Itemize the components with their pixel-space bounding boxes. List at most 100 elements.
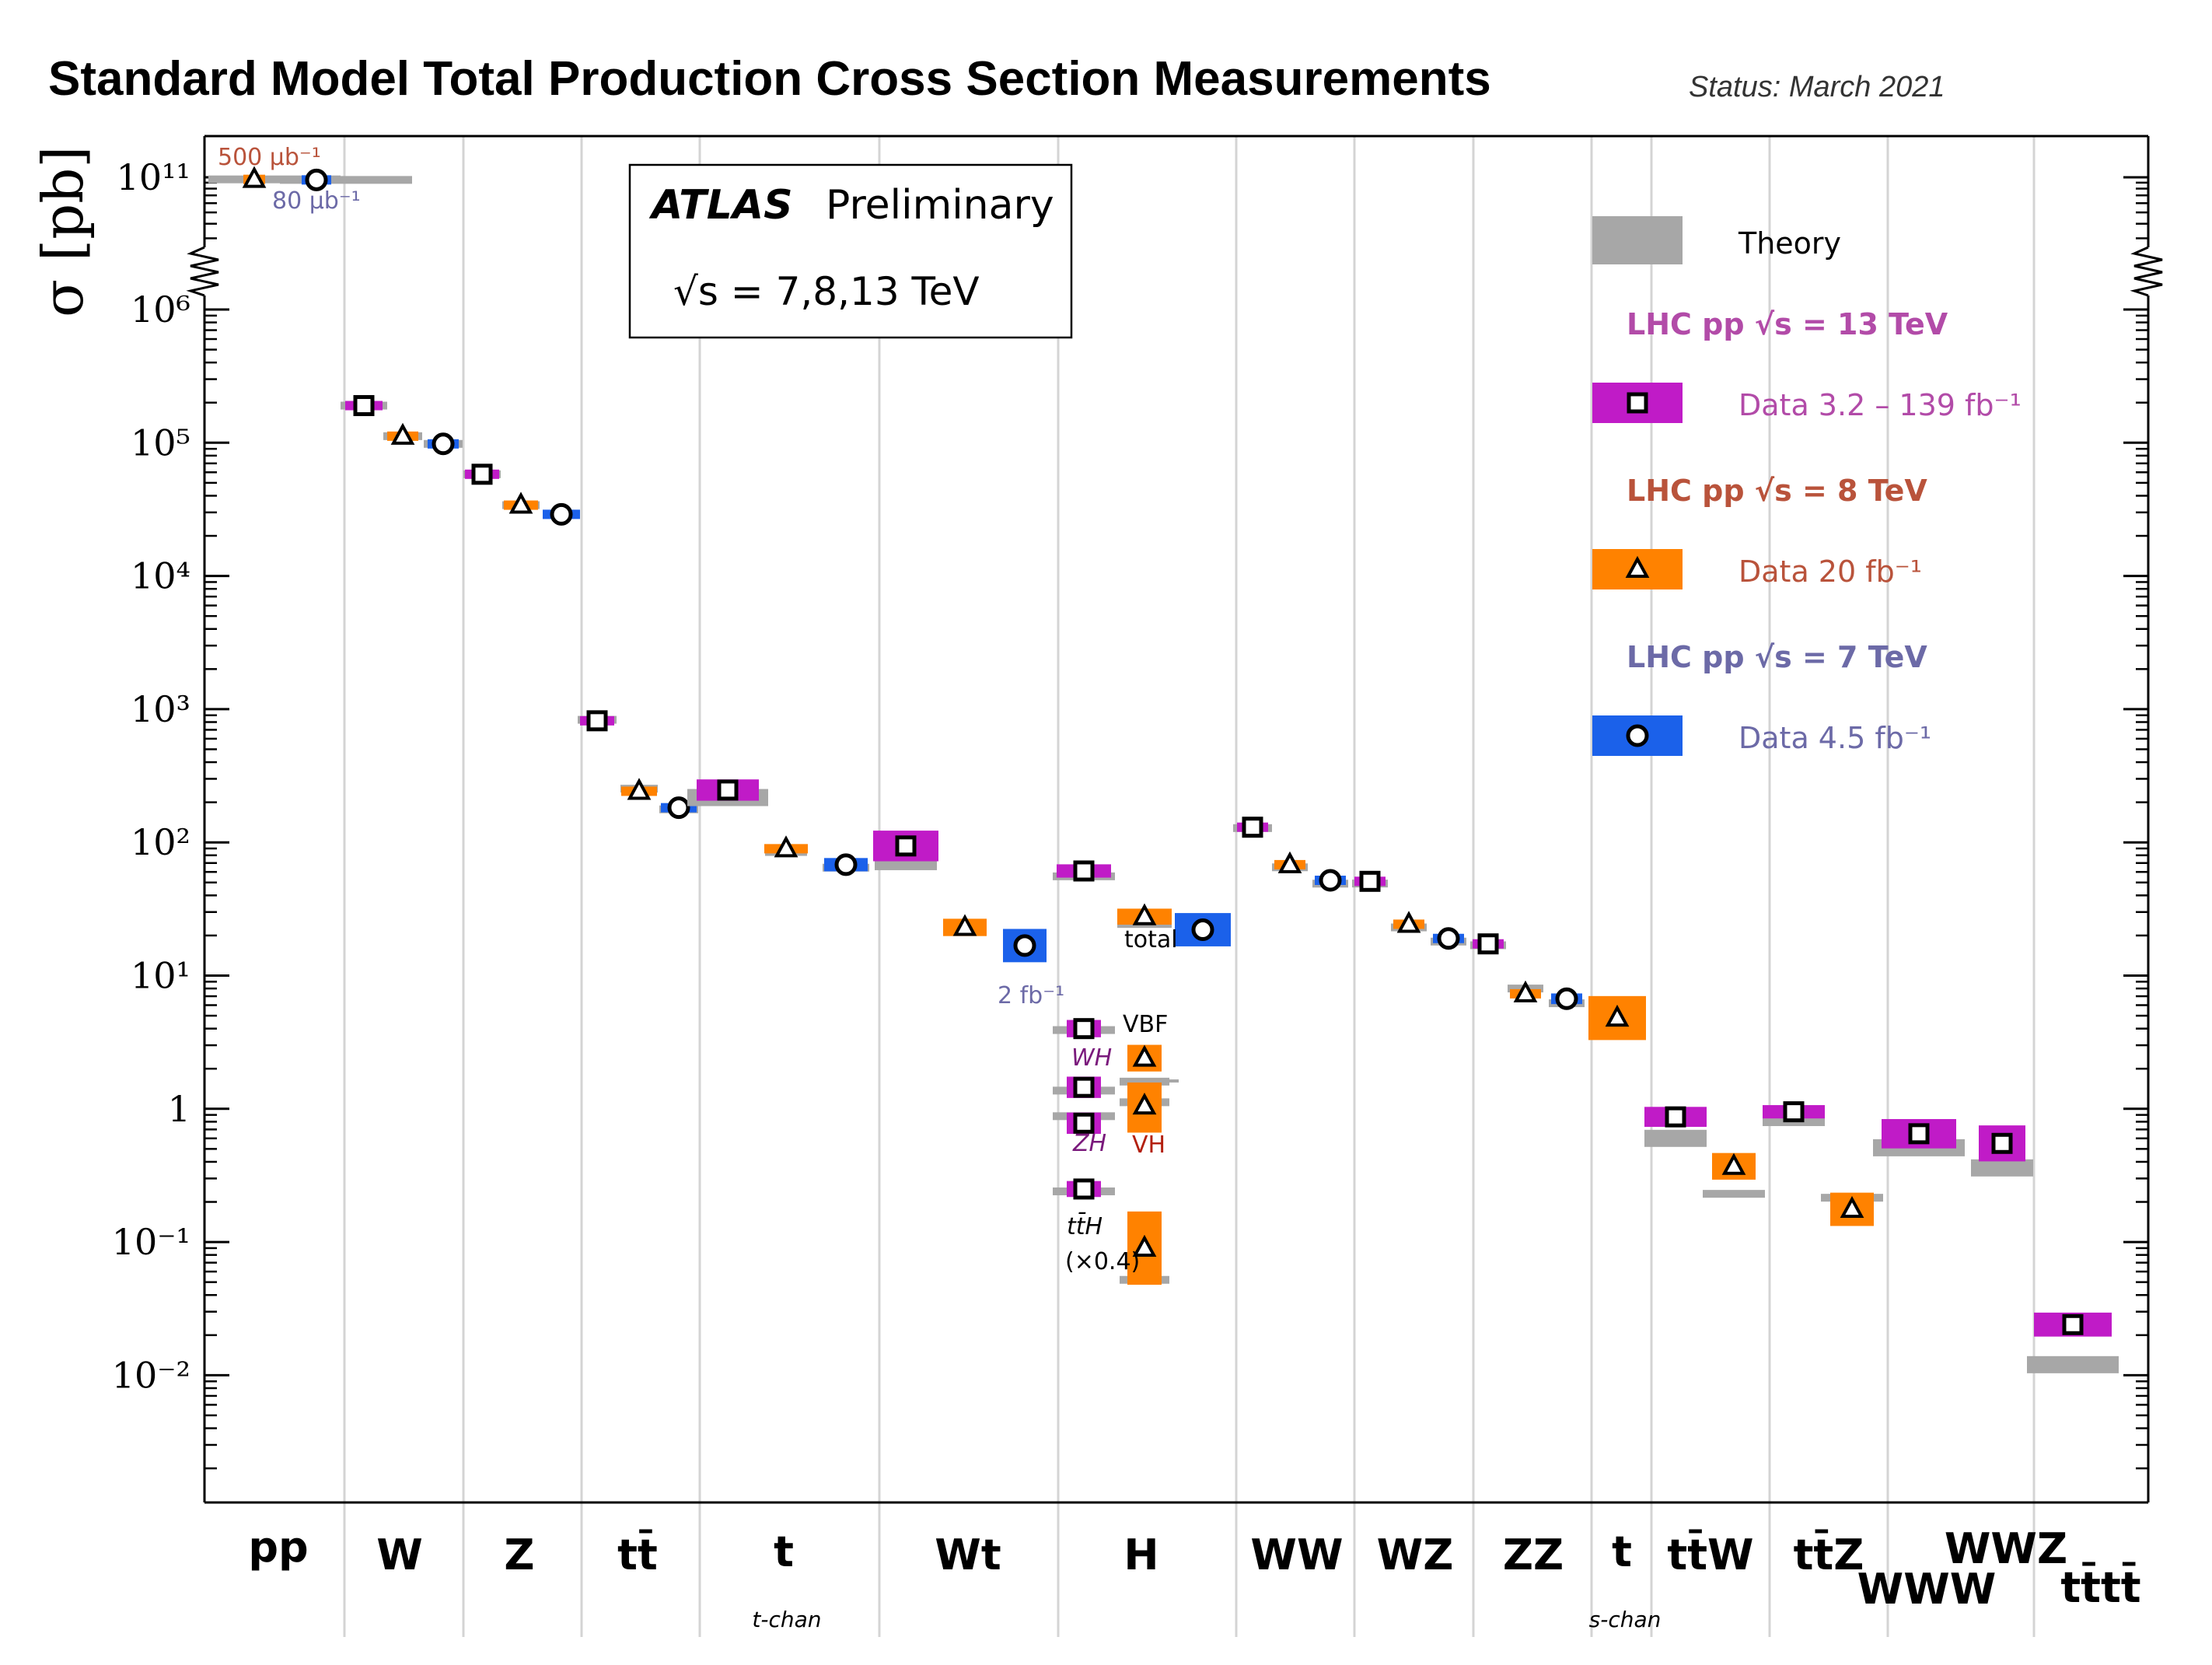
circle-marker [1555,987,1578,1010]
legend-theory-swatch [1592,216,1683,264]
chart-title: Standard Model Total Production Cross Se… [48,52,1491,106]
legend: Theory LHC pp √s = 13 TeV Data 3.2 – 139 f… [1592,216,2022,756]
theory-band [1644,1129,1707,1147]
triangle-marker [774,835,798,858]
process-dividers [343,136,2036,1637]
annotation-label: 2 fb⁻¹ [998,982,1064,1009]
axis-break-icon [2130,246,2163,297]
x-category-label: pp [248,1523,308,1572]
circle-marker-icon [1626,724,1649,747]
x-category-label: tt̄tt̄ [2060,1562,2140,1612]
x-category-label: t [774,1527,794,1576]
x-category-label: tt̄Z [1794,1530,1864,1579]
circle-marker [1319,869,1342,892]
y-tick-label: 10⁴ [131,555,190,597]
annotation-label: total [1124,926,1178,953]
square-marker [2062,1313,2084,1335]
circle-marker [550,502,573,526]
y-tick-label: 10⁻² [112,1354,190,1396]
experiment-box: ATLAS Preliminary √s = 7,8,13 TeV [628,163,1073,339]
x-category-label: tt̄W [1667,1530,1753,1579]
triangle-marker [1840,1195,1864,1219]
triangle-marker [1132,1234,1157,1257]
x-category-sublabel: t-chan [752,1607,821,1632]
x-category-label: WW [1250,1530,1343,1579]
annotation-label: VBF [1123,1011,1168,1038]
y-tick-label: 1 [168,1088,190,1130]
experiment-label: Preliminary [826,182,1054,229]
triangle-marker [1396,911,1421,933]
theory-band [2027,1355,2119,1373]
y-axis-label: σ [pb] [30,146,96,317]
legend-group-title: LHC pp √s = 8 TeV [1627,474,1927,508]
y-tick-label: 10³ [131,688,190,730]
square-marker [1073,1018,1095,1040]
triangle-marker [627,778,652,800]
status-date: Status: March 2021 [1689,71,1945,103]
legend-data-label: Data 3.2 – 139 fb⁻¹ [1738,388,2022,422]
triangle-marker [242,166,267,188]
x-category-label: WWZ [1945,1524,2067,1573]
square-marker [586,710,608,732]
triangle-marker [1132,1092,1157,1115]
x-category-label: W [376,1530,423,1579]
square-marker [717,779,739,801]
square-marker [1477,933,1499,955]
circle-marker [667,796,690,820]
circle-marker [834,853,858,876]
annotation-label: 80 μb⁻¹ [272,187,361,215]
square-marker [471,463,493,485]
axis-break-icon [186,246,219,297]
x-category-label: WWW [1857,1565,1997,1614]
legend-data-label: Data 4.5 fb⁻¹ [1738,721,1931,755]
square-marker [1242,817,1263,838]
annotation-label: (×0.4) [1065,1248,1140,1275]
triangle-marker [1721,1153,1746,1175]
circle-marker [305,168,328,191]
x-category-label: WZ [1377,1530,1454,1579]
circle-marker [1013,934,1036,957]
square-marker [1073,1178,1095,1200]
x-category-label: Z [504,1530,534,1579]
square-marker-icon [1627,392,1648,414]
x-category-label: ZZ [1503,1530,1564,1579]
square-marker [895,835,917,857]
square-marker [353,395,375,417]
x-category-label: t [1612,1527,1632,1576]
triangle-marker [952,914,977,936]
triangle-marker [1132,1044,1157,1067]
legend-group-title: LHC pp √s = 13 TeV [1627,307,1948,341]
theory-band [280,176,412,184]
theory-band [1703,1190,1765,1198]
x-category-label: tt̄ [617,1530,658,1579]
triangle-marker [508,491,533,514]
square-marker [1073,860,1095,882]
annotation-label: 500 μb⁻¹ [218,144,321,171]
y-tick-label: 10¹ [131,955,190,997]
square-marker [1991,1132,2013,1154]
triangle-marker-icon [1625,555,1650,578]
data-marks [208,166,2119,1373]
square-marker [1665,1106,1686,1128]
y-tick-label: 10² [131,821,190,863]
x-category-label: Wt [935,1530,1001,1579]
circle-marker [1437,927,1460,950]
triangle-marker [1605,1004,1630,1027]
triangle-marker [1132,903,1157,925]
experiment-name: ATLAS [648,182,793,229]
triangle-marker [1513,980,1538,1002]
y-tick-label: 10⁵ [131,421,190,463]
x-category-label: H [1123,1530,1158,1579]
annotation-label: VH [1132,1132,1165,1159]
y-tick-label: 10⁶ [131,289,190,331]
annotations: 500 μb⁻¹ 80 μb⁻¹ 2 fb⁻¹ total VBF WH ZH VH tt̄H (… [218,144,1178,1275]
experiment-box-frame [628,163,1073,339]
legend-theory-label: Theory [1738,226,1841,261]
legend-data-label: Data 20 fb⁻¹ [1738,554,1922,589]
annotation-label: ZH [1072,1130,1106,1157]
circle-marker [432,432,455,456]
y-tick-label: 10¹¹ [117,156,190,198]
legend-group-title: LHC pp √s = 7 TeV [1627,640,1927,674]
